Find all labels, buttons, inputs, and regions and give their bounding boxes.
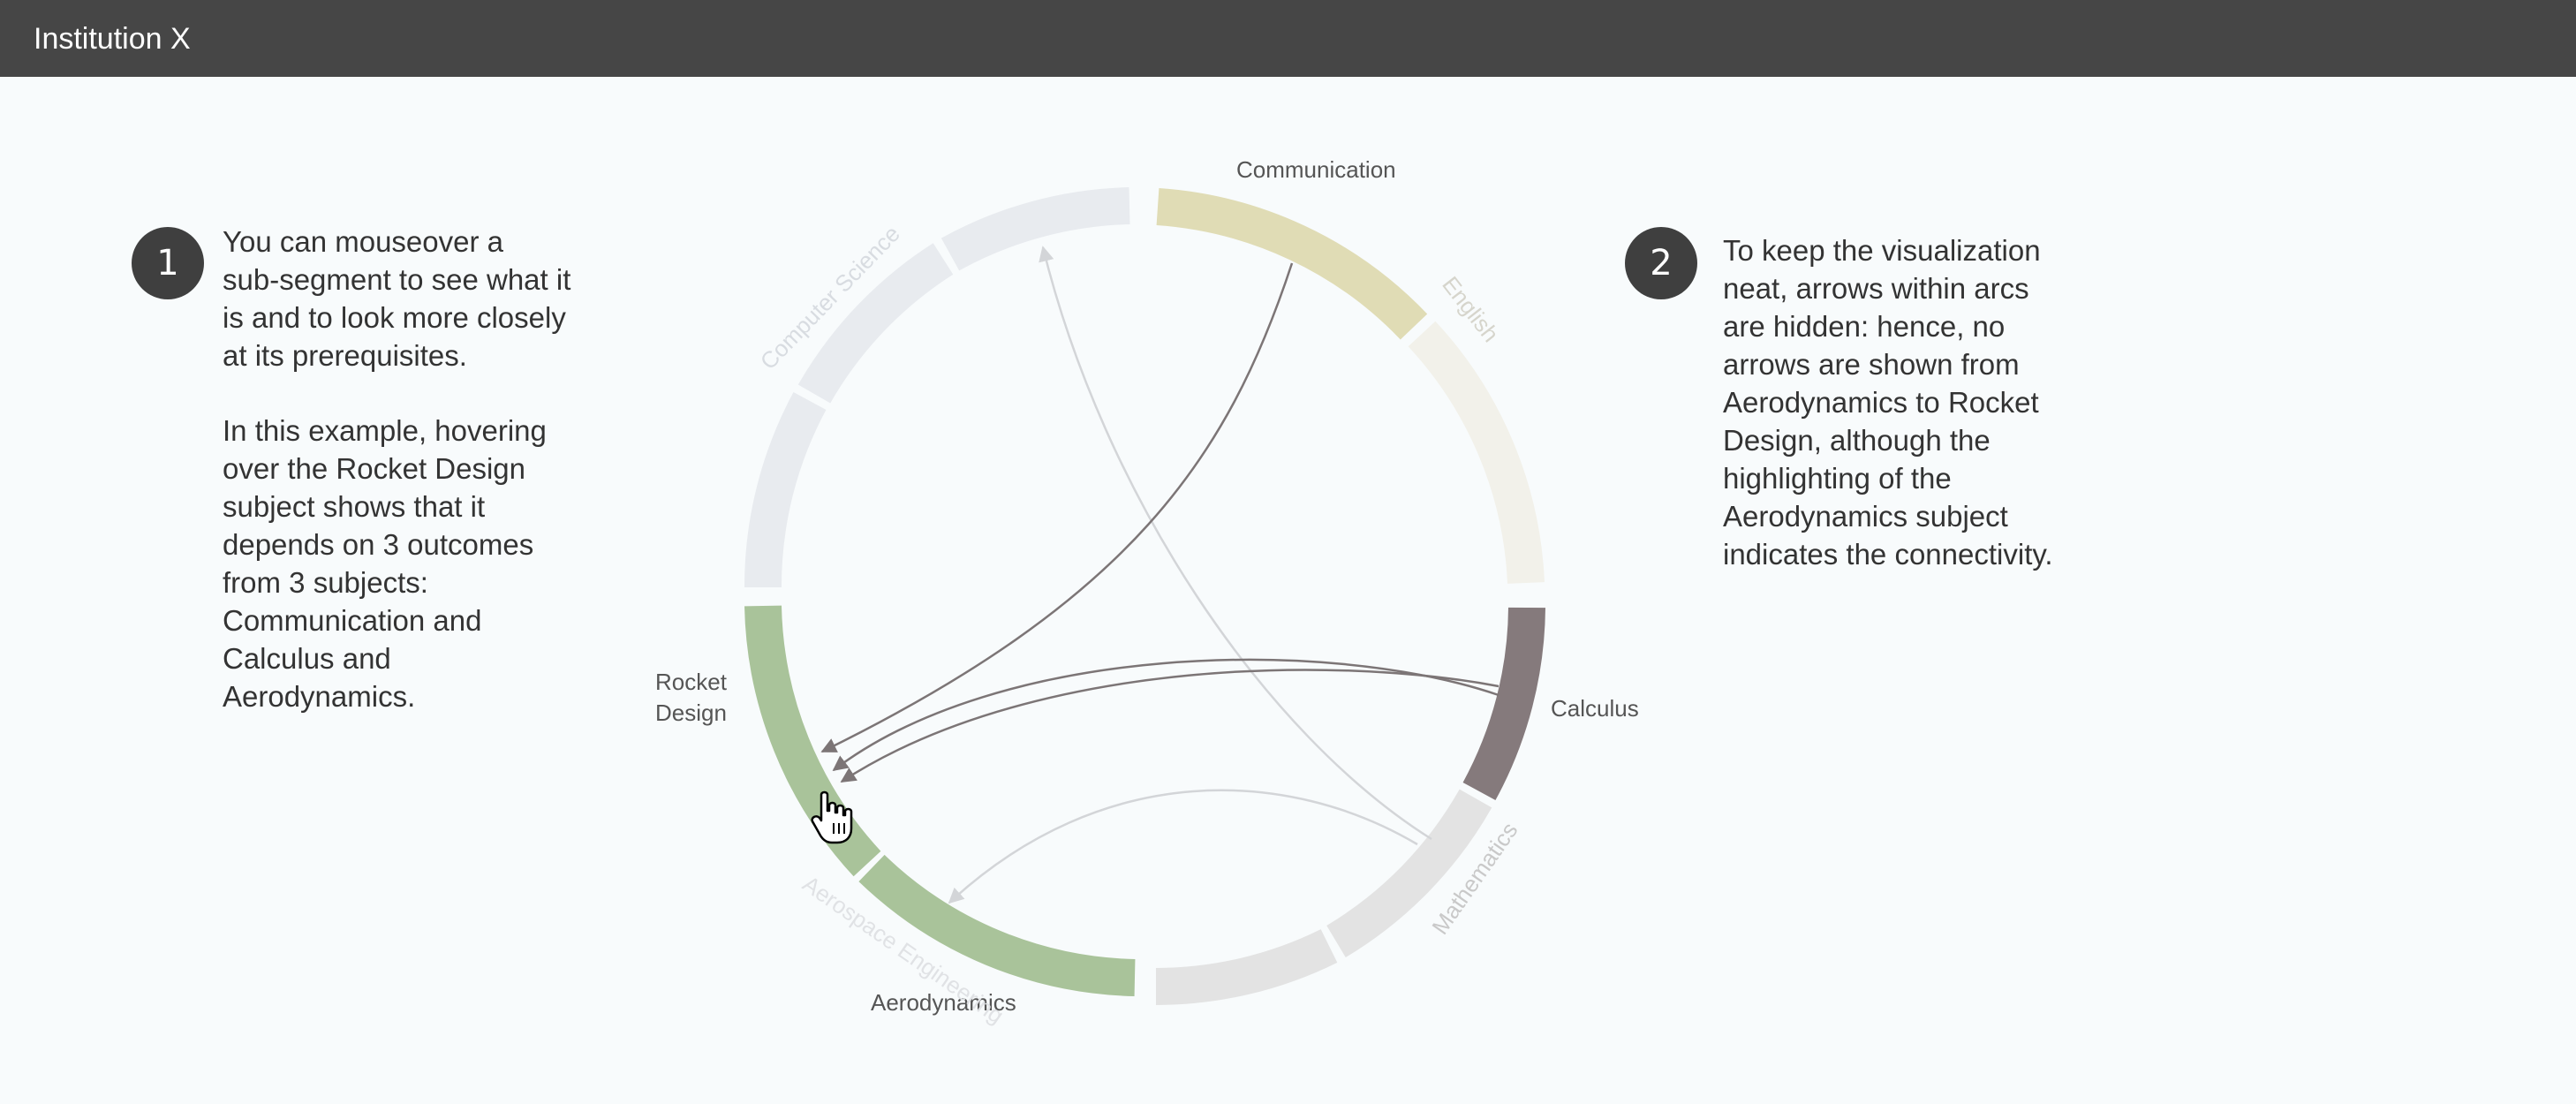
arc-computer-science-1[interactable] <box>744 392 827 588</box>
label-rocket-design-line2: Design <box>655 699 727 726</box>
step-1-badge: 1 <box>132 227 204 299</box>
step-1-text-intro: You can mouseover a sub-segment to see w… <box>223 225 571 372</box>
arc-communication[interactable] <box>1156 188 1428 340</box>
institution-title: Institution X <box>34 22 191 56</box>
label-aerodynamics: Aerodynamics <box>871 989 1016 1016</box>
faded-links <box>948 246 1432 904</box>
top-bar: Institution X <box>0 0 2576 77</box>
hand-cursor-icon <box>811 790 853 844</box>
step-1-text-example: In this example, hovering over the Rocke… <box>223 414 547 713</box>
arc-computer-science-3[interactable] <box>941 187 1130 271</box>
step-2-badge: 2 <box>1625 227 1697 299</box>
arc-segments <box>744 187 1545 1005</box>
arc-mathematics-2[interactable] <box>1155 929 1338 1005</box>
active-links <box>820 262 1500 783</box>
link-mathematics-to-aerodynamics <box>948 789 1418 904</box>
link-communication-to-rocket-design <box>820 262 1294 753</box>
arc-computer-science-2[interactable] <box>797 243 954 404</box>
link-calculus-to-rocket-design-1 <box>832 658 1500 772</box>
link-mathematics-to-cs <box>1039 246 1432 841</box>
arc-mathematics-1[interactable] <box>1326 789 1492 958</box>
label-calculus: Calculus <box>1551 695 1639 722</box>
step-2-text: To keep the visualization neat, arrows w… <box>1723 234 2053 571</box>
arc-calculus[interactable] <box>1462 607 1545 801</box>
arc-aerodynamics[interactable] <box>858 854 1136 996</box>
arc-english[interactable] <box>1408 321 1545 585</box>
label-rocket-design-line1: Rocket <box>655 669 728 695</box>
label-communication: Communication <box>1236 156 1396 183</box>
link-calculus-to-rocket-design-2 <box>840 669 1500 783</box>
segment-labels: Communication English Calculus Mathemati… <box>655 156 1639 1029</box>
